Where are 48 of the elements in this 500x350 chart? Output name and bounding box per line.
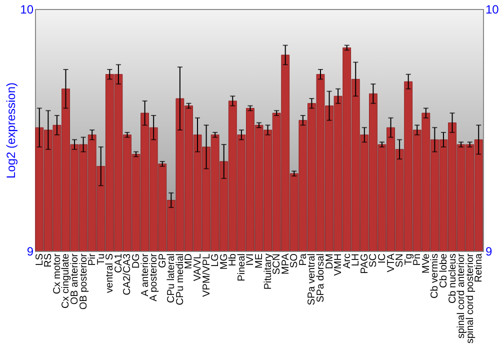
x-tick-label: PAG: [359, 253, 370, 274]
x-tick-label: SN: [394, 254, 406, 268]
x-tick-label: ventral S: [104, 253, 116, 293]
y2-tick-label: 9: [486, 244, 492, 258]
x-tick-label: Arc: [342, 254, 353, 268]
x-tick-label: GP: [157, 253, 168, 268]
y-axis-title: Log2 (expression): [4, 82, 18, 179]
x-tick-label: Cb nucleus: [447, 254, 458, 304]
x-tick-label: CA2/CA3: [122, 253, 134, 296]
x-tick-label: DM: [324, 254, 336, 270]
x-tick-label: A anterior: [140, 252, 151, 296]
x-tick-label: Pa: [298, 253, 309, 266]
x-tick-label: OB posterior: [78, 252, 90, 310]
x-tick-label: Cx motor: [52, 252, 63, 294]
x-tick-label: VPM/VPL: [201, 253, 212, 297]
x-tick-label: VTA: [386, 253, 397, 272]
x-tick-label: LG: [210, 253, 222, 267]
x-tick-label: Tg: [403, 254, 414, 266]
x-tick-label: RS: [43, 253, 54, 268]
x-tick-label: LS: [34, 253, 46, 266]
x-tick-label: SPa dorsal: [315, 254, 326, 302]
x-tick-label: IVI: [245, 254, 256, 266]
x-tick-label: Cb lobe: [438, 253, 450, 288]
x-tick-label: Retina: [474, 253, 485, 282]
x-tick-label: CA1: [113, 253, 124, 273]
x-tick-label: VMH: [333, 254, 344, 276]
x-tick-label: OB anterior: [70, 252, 81, 305]
x-tick-label: Tu: [96, 254, 107, 265]
x-tick-label: A posterior: [148, 252, 160, 302]
y2-tick-label: 10: [486, 2, 500, 16]
x-tick-label: MPA: [280, 253, 292, 274]
x-tick-label: Pineal: [236, 254, 248, 282]
x-tick-label: SCN: [272, 254, 283, 275]
x-tick-label: Cx cingulate: [60, 253, 72, 309]
x-tick-label: MVe: [420, 253, 432, 274]
x-tick-label: Pir: [87, 252, 98, 266]
x-tick-label: spinal cord posterior: [464, 252, 476, 344]
x-tick-label: LH: [350, 254, 362, 266]
x-tick-label: DG: [131, 253, 142, 268]
x-tick-label: Pituitary: [262, 254, 274, 290]
x-tick-label: SO: [289, 253, 300, 268]
x-tick-label: CPu medial: [174, 254, 186, 306]
x-tick-label: IC: [376, 254, 388, 264]
x-tick-label: Hb: [228, 253, 239, 266]
x-tick-label: spinal cord anterior: [456, 252, 468, 339]
x-tick-label: ME: [254, 253, 265, 268]
x-tick-label: Pn: [412, 254, 424, 266]
x-tick-label: SC: [368, 254, 380, 268]
